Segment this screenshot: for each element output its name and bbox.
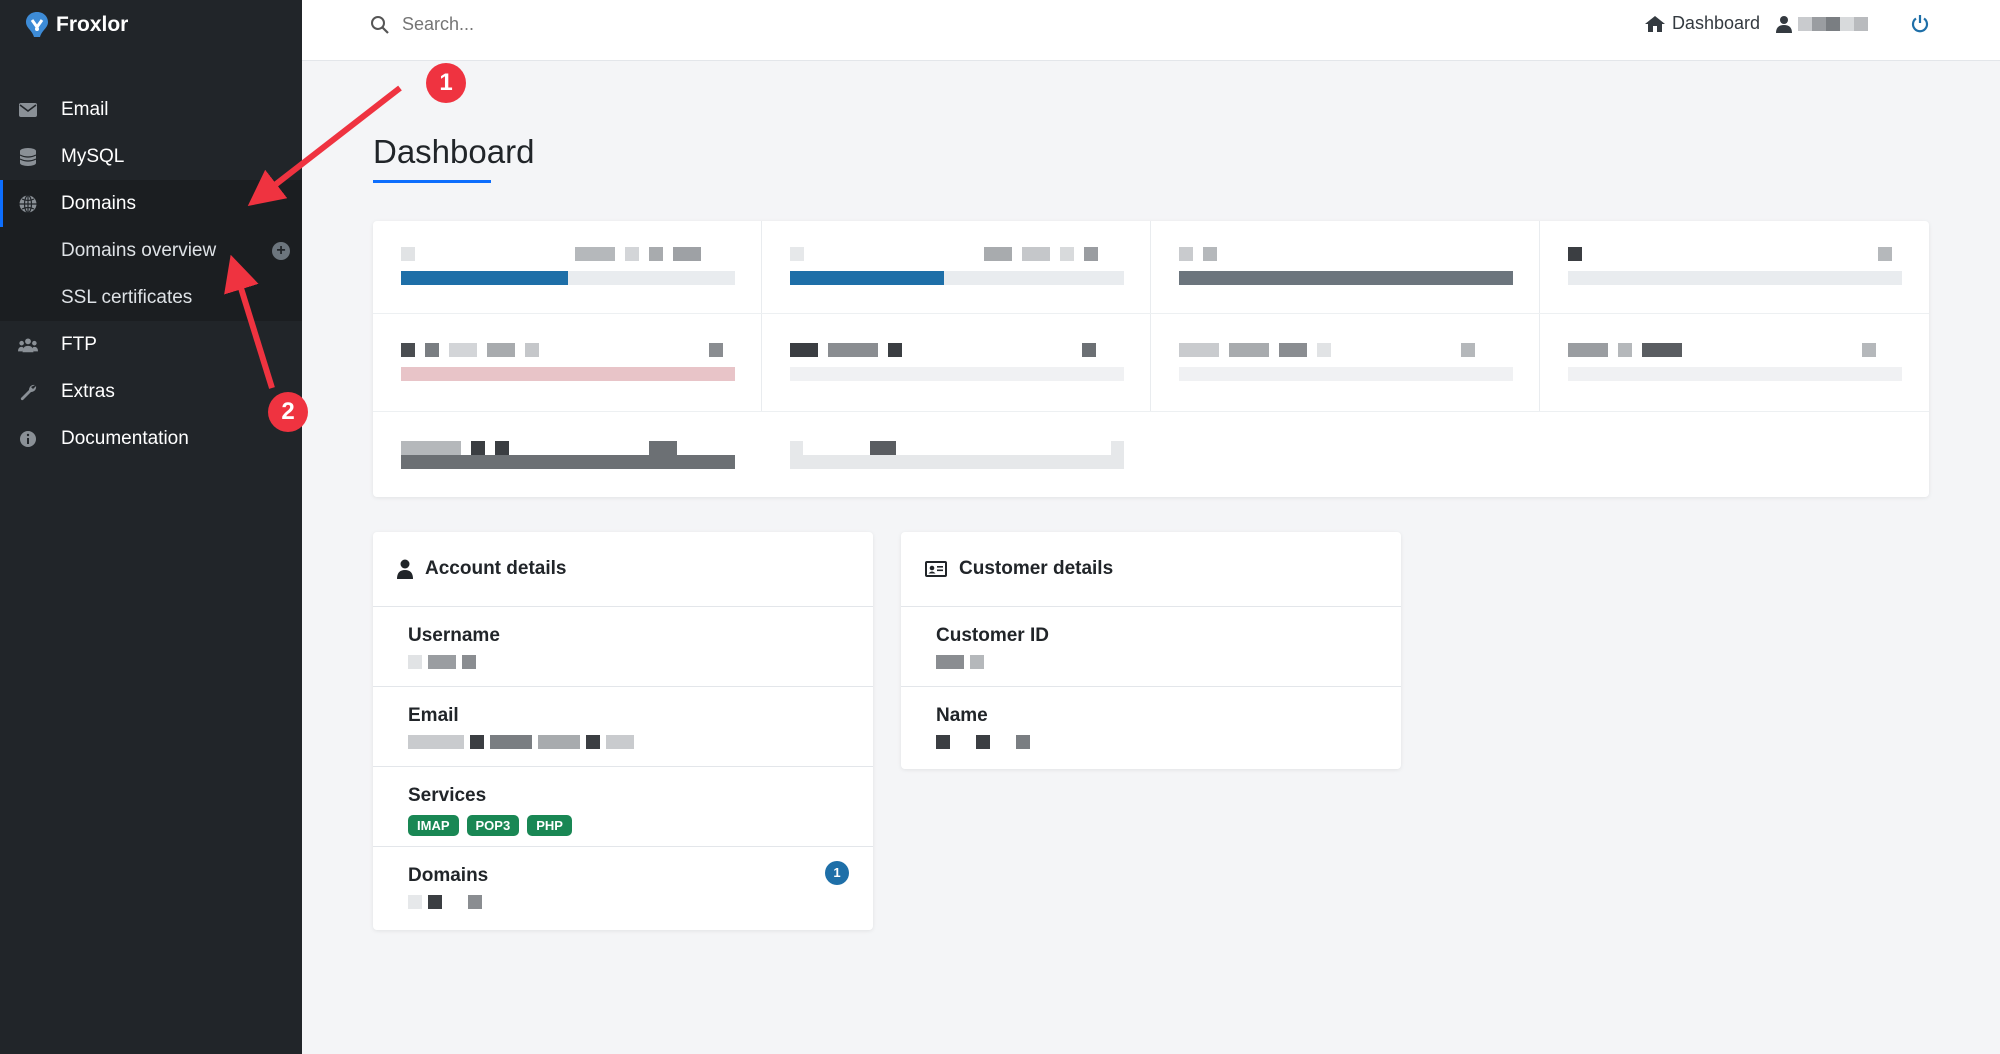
stat-item [401, 343, 735, 381]
brand-name: Froxlor [56, 13, 129, 36]
users-icon [18, 335, 38, 355]
progress-bar [1568, 271, 1902, 285]
account-details-header: Account details [373, 532, 873, 607]
sidebar-item-label: Extras [61, 380, 115, 402]
username-redacted [1798, 16, 1868, 31]
globe-icon [18, 194, 38, 214]
sidebar-item-email[interactable]: Email [0, 86, 302, 133]
service-badge-imap: IMAP [408, 815, 459, 836]
annotation-marker-2: 2 [268, 392, 308, 432]
home-icon [1644, 15, 1665, 32]
stat-item [1568, 343, 1902, 381]
email-label: Email [408, 705, 459, 726]
domains-field[interactable]: Domains 1 [373, 847, 873, 927]
sidebar-subitem-ssl-certificates[interactable]: SSL certificates [0, 274, 302, 321]
services-field: Services IMAP POP3 PHP [373, 767, 873, 847]
user-menu[interactable] [1776, 15, 1894, 33]
progress-bar [1568, 367, 1902, 381]
progress-fill [401, 271, 568, 285]
power-icon[interactable] [1910, 14, 1930, 34]
resource-stats-card [373, 221, 1929, 497]
service-badge-pop3: POP3 [466, 815, 520, 836]
service-badge-php: PHP [527, 815, 572, 836]
add-domain-icon[interactable]: + [272, 241, 290, 260]
customer-details-title: Customer details [959, 558, 1114, 579]
sidebar-item-label: FTP [61, 333, 97, 355]
progress-bar [401, 271, 735, 285]
search-input[interactable] [402, 14, 722, 35]
sidebar-item-extras[interactable]: Extras [0, 368, 302, 415]
domains-label: Domains [408, 865, 489, 886]
name-field: Name [901, 687, 1401, 767]
progress-fill [1179, 271, 1513, 285]
services-badges: IMAP POP3 PHP [408, 815, 873, 836]
customer-id-label: Customer ID [936, 625, 1049, 646]
page-title: Dashboard [373, 133, 535, 170]
services-label: Services [408, 785, 487, 806]
progress-bar [790, 271, 1124, 285]
envelope-icon [18, 100, 38, 120]
customer-id-field: Customer ID [901, 607, 1401, 687]
sidebar-item-ftp[interactable]: FTP [0, 321, 302, 368]
name-value-redacted [936, 735, 1401, 751]
sidebar: Froxlor Email MySQL Domains Domains over… [0, 0, 302, 1054]
id-card-icon [925, 561, 947, 577]
sidebar-subitem-label: Domains overview [61, 239, 217, 261]
user-icon [1776, 15, 1792, 33]
account-details-title: Account details [425, 558, 567, 579]
dashboard-link-label: Dashboard [1671, 13, 1760, 33]
info-icon [18, 429, 38, 449]
database-icon [18, 147, 38, 167]
stat-item [1568, 247, 1902, 285]
sidebar-item-documentation[interactable]: Documentation [0, 415, 302, 462]
wrench-icon [18, 382, 38, 402]
progress-bar [401, 455, 735, 469]
brand-logo[interactable]: Froxlor [22, 10, 128, 40]
progress-bar [1179, 271, 1513, 285]
stat-item [790, 343, 1124, 381]
title-underline [373, 180, 491, 183]
stat-item [790, 441, 1124, 469]
progress-bar [401, 367, 735, 381]
search-icon [371, 15, 389, 34]
progress-bar [790, 455, 1124, 469]
account-details-card: Account details Username Email Services … [373, 532, 873, 930]
froxlor-logo-icon [26, 12, 48, 37]
sidebar-subitem-domains-overview[interactable]: Domains overview + [0, 227, 302, 274]
username-value-redacted [408, 655, 873, 671]
sidebar-item-label: Email [61, 98, 109, 120]
sidebar-item-mysql[interactable]: MySQL [0, 133, 302, 180]
annotation-marker-1: 1 [426, 63, 466, 103]
stat-item [1179, 343, 1513, 381]
customer-details-card: Customer details Customer ID Name [901, 532, 1401, 769]
customer-id-value-redacted [936, 655, 1401, 671]
topbar: Dashboard [302, 0, 2000, 61]
topbar-right: Dashboard [1644, 13, 1930, 34]
sidebar-item-domains[interactable]: Domains [0, 180, 302, 227]
sidebar-subitem-label: SSL certificates [61, 286, 193, 308]
sidebar-item-label: MySQL [61, 145, 125, 167]
email-field: Email [373, 687, 873, 767]
sidebar-nav: Email MySQL Domains Domains overview + S… [0, 86, 302, 462]
progress-bar [790, 367, 1124, 381]
customer-details-header: Customer details [901, 532, 1401, 607]
domains-count-badge: 1 [825, 861, 849, 885]
username-label: Username [408, 625, 500, 646]
search-box[interactable] [370, 14, 722, 35]
domains-value-redacted [408, 895, 873, 911]
sidebar-item-label: Documentation [61, 427, 189, 449]
progress-fill [790, 271, 944, 285]
sidebar-item-label: Domains [61, 192, 136, 214]
stat-item [401, 247, 735, 285]
progress-bar [1179, 367, 1513, 381]
stat-item [790, 247, 1124, 285]
username-field: Username [373, 607, 873, 687]
dashboard-link[interactable]: Dashboard [1644, 13, 1760, 34]
name-label: Name [936, 705, 988, 726]
stat-item [1179, 247, 1513, 285]
stat-item [401, 441, 735, 469]
email-value-redacted [408, 735, 873, 751]
user-icon [397, 559, 413, 579]
